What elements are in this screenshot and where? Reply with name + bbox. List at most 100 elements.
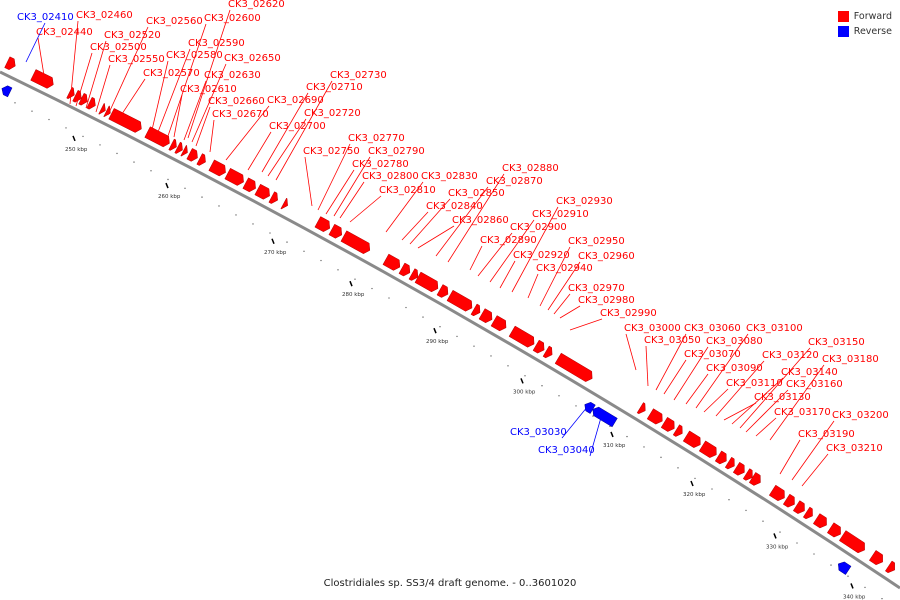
legend-reverse: Reverse [837,24,892,39]
gene-leader [195,106,211,147]
gene-leader [685,373,709,405]
minor-tick [31,110,33,112]
forward-gene [174,141,183,154]
forward-gene-label: CK3_02780 [352,159,409,170]
minor-tick [269,232,271,234]
minor-tick [524,375,526,377]
minor-tick [643,446,645,448]
gene-leader [673,346,709,401]
forward-gene-label: CK3_02580 [166,50,223,61]
minor-tick [167,178,169,181]
gene-leader [247,131,272,171]
forward-gene [724,456,735,470]
forward-gene-label: CK3_02810 [379,185,436,196]
forward-gene [180,144,188,157]
minor-tick [82,135,84,138]
gene-leader [739,347,811,429]
forward-gene-label: CK3_02720 [304,108,361,119]
forward-gene-label: CK3_02800 [362,171,419,182]
gene-leader [469,245,483,271]
gene-leader [489,219,535,283]
forward-gene-label: CK3_02950 [568,236,625,247]
forward-gene [532,339,545,354]
gene-leader [95,64,111,113]
forward-gene [768,484,785,502]
minor-tick [354,278,356,280]
forward-gene-label: CK3_03000 [624,323,681,334]
forward-gene-label: CK3_02940 [536,263,593,274]
forward-gene [470,303,481,317]
gene-leader [317,143,351,211]
forward-gene-label: CK3_02650 [224,53,281,64]
forward-gene-label: CK3_02770 [348,133,405,144]
forward-gene [636,402,646,415]
reverse-swatch [837,26,849,37]
forward-gene [838,530,865,554]
gene-leader [261,92,309,173]
scale-label: 310 kbp [603,443,626,449]
forward-gene-label: CK3_03080 [706,336,763,347]
scale-label: 270 kbp [264,250,287,256]
forward-gene [714,450,727,465]
forward-gene-label: CK3_03170 [774,407,831,418]
gene-leader [801,453,829,487]
forward-gene [802,506,813,520]
forward-gene-label: CK3_02910 [532,209,589,220]
gene-leader [655,333,687,391]
gene-leader [304,156,313,207]
minor-tick [371,287,373,290]
forward-gene-label: CK3_02840 [426,201,483,212]
forward-gene [144,126,170,148]
major-tick [690,480,694,487]
forward-gene [340,230,371,254]
forward-gene [868,550,883,566]
legend-forward-label: Forward [853,11,892,22]
forward-gene-label: CK3_03070 [684,349,741,360]
major-tick [349,280,353,287]
forward-gene-label: CK3_02750 [303,146,360,157]
forward-gene [414,271,439,293]
minor-tick [303,250,305,253]
minor-tick [235,214,237,216]
gene-leader [325,169,355,215]
gene-leader [769,364,825,441]
forward-gene [382,253,401,271]
gene-leader [477,232,513,277]
minor-tick [490,355,492,357]
forward-gene-label: CK3_02980 [578,295,635,306]
gene-leader [409,198,451,245]
forward-gene-label: CK3_02710 [306,82,363,93]
scale-label: 320 kbp [683,492,706,498]
minor-tick [48,118,50,121]
forward-gene-label: CK3_03110 [726,378,783,389]
minor-tick [541,385,543,387]
forward-gene-label: CK3_03090 [706,363,763,374]
minor-tick [439,326,441,328]
forward-gene [328,223,343,239]
forward-gene [732,461,745,476]
reverse-gene-label: CK3_03030 [510,427,567,438]
forward-gene-label: CK3_02850 [448,188,505,199]
forward-gene [490,315,507,332]
minor-tick [388,297,390,299]
genome-caption: Clostridiales sp. SS3/4 draft genome. - … [323,578,577,589]
minor-tick [813,553,815,555]
gene-leader [225,105,270,161]
scale-label: 290 kbp [426,339,449,345]
forward-gene-label: CK3_03060 [684,323,741,334]
gene-leader [167,23,207,137]
forward-gene [208,159,226,177]
forward-gene [884,560,895,574]
minor-tick [99,144,101,146]
gene-leader [417,225,455,249]
forward-gene-label: CK3_03190 [798,429,855,440]
forward-gene [314,216,331,232]
genome-backbone [0,70,900,590]
forward-gene [446,289,473,312]
gene-leader [779,439,801,475]
scale-label: 250 kbp [65,147,88,153]
gene-leader [645,345,649,387]
forward-gene [186,148,198,162]
forward-gene-label: CK3_02880 [502,163,559,174]
